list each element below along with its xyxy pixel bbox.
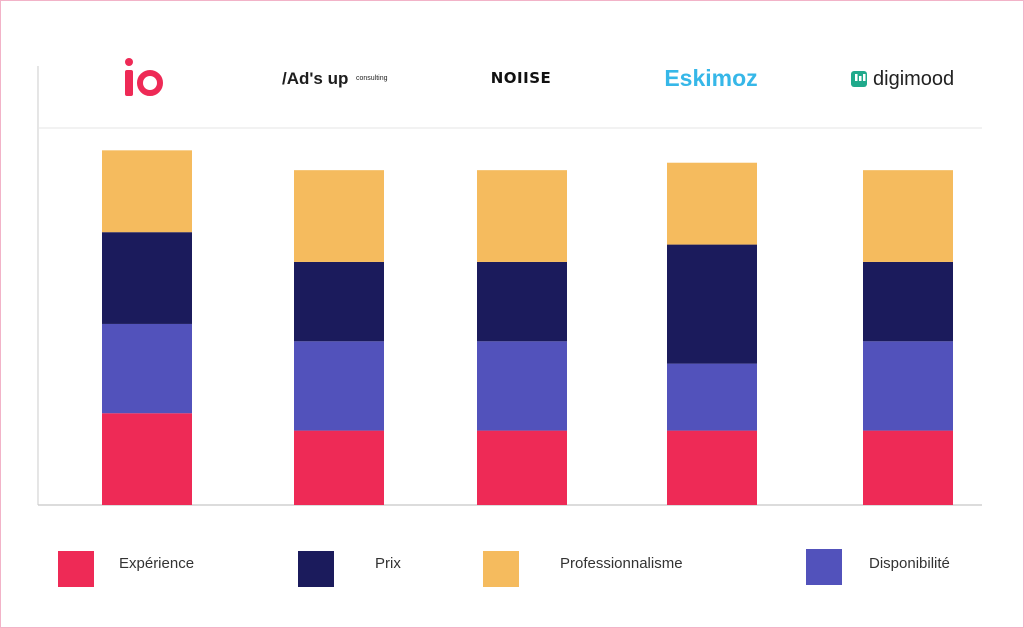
- logo-adsup: /Ad's up consulting: [282, 69, 388, 88]
- bar-io-experience: [102, 413, 192, 505]
- legend-swatch-prix: [298, 551, 334, 587]
- bar-digimood-disponibilite: [863, 341, 953, 431]
- legend-label-professionnalisme: Professionnalisme: [560, 555, 683, 572]
- legend-item-professionnalisme: Professionnalisme: [483, 551, 683, 587]
- bar-io-disponibilite: [102, 323, 192, 414]
- bar-ad-s-up-consulting-professionnalisme: [294, 170, 384, 262]
- bar-noiise-disponibilite: [477, 341, 567, 431]
- legend-swatch-professionnalisme: [483, 551, 519, 587]
- logo-io-dot: [125, 58, 133, 66]
- bar-eskimoz-professionnalisme: [667, 162, 757, 245]
- logo-adsup-text: /Ad's up: [282, 69, 348, 88]
- bar-ad-s-up-consulting-prix: [294, 261, 384, 342]
- legend-item-experience: Expérience: [58, 551, 194, 587]
- logo-noiise: NOIISE: [491, 69, 552, 87]
- bar-eskimoz-prix: [667, 244, 757, 364]
- logo-io-stem: [125, 70, 133, 96]
- bar-eskimoz-disponibilite: [667, 363, 757, 431]
- bar-eskimoz-experience: [667, 430, 757, 505]
- legend-swatch-experience: [58, 551, 94, 587]
- legend-swatch-disponibilite: [806, 549, 842, 585]
- bar-noiise-prix: [477, 261, 567, 342]
- logo-digimood: digimood: [851, 68, 954, 90]
- logo-adsup-subtext: consulting: [356, 75, 388, 82]
- bar-digimood-professionnalisme: [863, 170, 953, 262]
- legend-item-disponibilite: Disponibilité: [806, 549, 950, 585]
- bar-noiise-experience: [477, 430, 567, 505]
- logo-eskimoz: Eskimoz: [664, 65, 757, 91]
- legend-label-disponibilite: Disponibilité: [869, 555, 950, 572]
- bar-ad-s-up-consulting-experience: [294, 430, 384, 505]
- digimood-mark-icon: [851, 71, 867, 87]
- bar-io-professionnalisme: [102, 150, 192, 233]
- bar-group: [102, 150, 953, 505]
- logo-io-ring: [137, 70, 163, 96]
- bar-digimood-experience: [863, 430, 953, 505]
- legend-label-experience: Expérience: [119, 555, 194, 572]
- bar-noiise-professionnalisme: [477, 170, 567, 262]
- legend-item-prix: Prix: [298, 551, 401, 587]
- bar-io-prix: [102, 232, 192, 324]
- logo-io: [125, 58, 163, 96]
- bar-ad-s-up-consulting-disponibilite: [294, 341, 384, 431]
- legend: Expérience Prix Professionnalisme Dispon…: [58, 549, 950, 587]
- bar-digimood-prix: [863, 261, 953, 342]
- logo-digimood-text: digimood: [873, 68, 954, 90]
- legend-label-prix: Prix: [375, 555, 401, 572]
